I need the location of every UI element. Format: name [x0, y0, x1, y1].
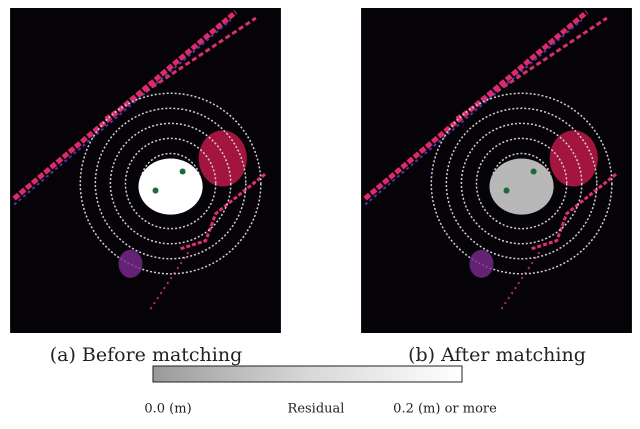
- colorbar-max-label: 0.2 (m) or more: [393, 402, 497, 417]
- point-cloud-after: [361, 8, 632, 333]
- colorbar-title: Residual: [288, 402, 345, 417]
- colorbar-min-label: 0.0 (m): [144, 402, 191, 417]
- colorbar: [153, 366, 462, 382]
- caption-a: (a) Before matching: [50, 344, 243, 366]
- figure: (a) Before matching (b) After matching 0…: [0, 0, 640, 429]
- caption-b: (b) After matching: [408, 344, 586, 366]
- point-cloud-before: [10, 8, 281, 333]
